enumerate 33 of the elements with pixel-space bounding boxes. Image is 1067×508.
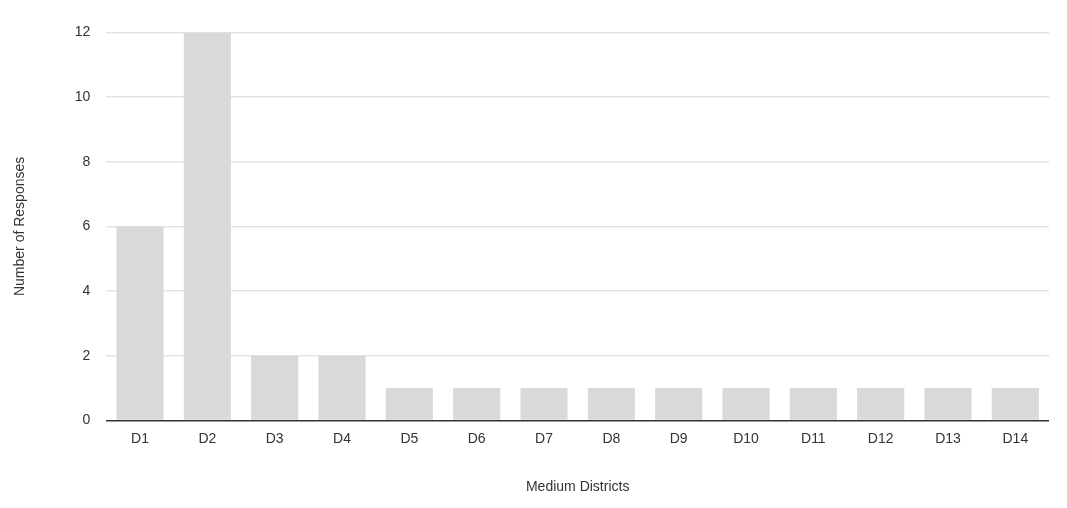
bar bbox=[924, 388, 972, 420]
bar bbox=[453, 388, 501, 420]
x-tick-label: D13 bbox=[935, 429, 962, 446]
x-tick-label: D7 bbox=[535, 429, 554, 446]
x-tick-label: D4 bbox=[333, 429, 352, 446]
x-tick-label: D10 bbox=[733, 429, 760, 446]
bar bbox=[587, 388, 635, 420]
bar bbox=[655, 388, 703, 420]
bar bbox=[991, 388, 1039, 420]
x-axis-title: Medium Districts bbox=[525, 478, 630, 495]
bar bbox=[520, 388, 568, 420]
y-tick-label: 10 bbox=[74, 87, 91, 104]
y-tick-label: 6 bbox=[82, 217, 91, 234]
x-tick-label: D11 bbox=[801, 429, 826, 446]
y-tick-label: 2 bbox=[82, 346, 91, 363]
bar bbox=[722, 388, 770, 420]
x-tick-label: D14 bbox=[1002, 429, 1029, 446]
y-tick-label: 0 bbox=[82, 411, 91, 428]
x-tick-label: D9 bbox=[669, 429, 688, 446]
x-tick-label: D8 bbox=[602, 429, 621, 446]
x-tick-label: D3 bbox=[265, 429, 284, 446]
bar bbox=[789, 388, 837, 420]
y-axis-title: Number of Responses bbox=[11, 156, 28, 297]
bar bbox=[857, 388, 905, 420]
y-tick-label: 12 bbox=[74, 23, 91, 40]
x-tick-label: D12 bbox=[867, 429, 894, 446]
y-tick-label: 4 bbox=[82, 281, 91, 298]
x-tick-label: D2 bbox=[198, 429, 217, 446]
x-tick-label: D1 bbox=[131, 429, 150, 446]
x-tick-label: D5 bbox=[400, 429, 419, 446]
x-tick-label: D6 bbox=[467, 429, 486, 446]
y-tick-label: 8 bbox=[82, 152, 91, 169]
bar bbox=[385, 388, 433, 420]
